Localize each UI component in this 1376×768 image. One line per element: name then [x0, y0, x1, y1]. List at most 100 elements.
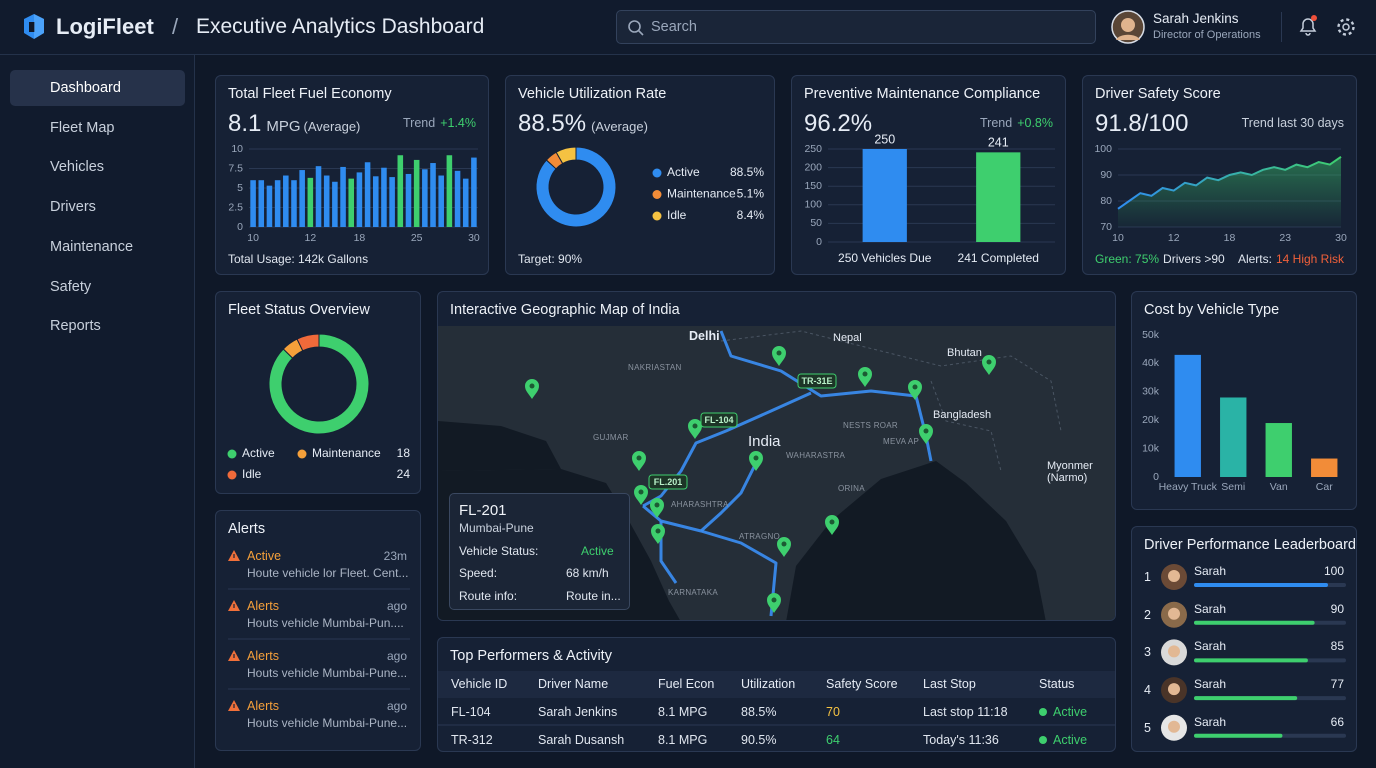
score: 90 [1330, 601, 1344, 616]
y-tick-label: 10k [1142, 442, 1160, 454]
kpi: 8.1 MPG (Average) [228, 110, 360, 138]
nav-item[interactable]: Reports [10, 308, 185, 344]
nav-item[interactable]: Maintenance [10, 229, 185, 265]
map-pin[interactable] [908, 380, 922, 400]
score-bar [1194, 583, 1328, 587]
card-menu[interactable] [748, 86, 764, 104]
bar [291, 180, 297, 227]
card-menu[interactable] [394, 302, 410, 320]
route-tag: FL-104 [704, 415, 733, 425]
table-cell: 70 [826, 705, 840, 719]
legend-value: 18 [397, 446, 411, 460]
notifications-icon[interactable] [1297, 15, 1319, 37]
legend-swatch [652, 211, 662, 221]
card-menu[interactable] [1089, 302, 1105, 320]
card-menu[interactable] [1330, 302, 1346, 320]
nav-label: Vehicles [50, 159, 105, 176]
card-menu[interactable] [462, 86, 478, 104]
card-title: Total Fleet Fuel Economy [228, 86, 392, 102]
pin-dot [862, 371, 868, 377]
footer-alerts: Alerts: [1237, 252, 1272, 266]
nav-label: Dashboard [50, 80, 121, 96]
bar [283, 175, 289, 227]
y-tick-label: 10 [231, 143, 243, 155]
map-popup[interactable]: FL-201 Mumbai-Pune Vehicle Status: Active Sp… [449, 493, 630, 610]
popup-label: Route info: [459, 589, 518, 603]
card-menu[interactable] [1330, 86, 1346, 104]
y-tick-label: 90 [1100, 169, 1112, 181]
region-label: WAHARASTRA [786, 451, 846, 460]
card-title: Alerts [228, 521, 266, 537]
legend-swatch [297, 449, 307, 459]
y-tick-label: 70 [1100, 221, 1112, 233]
leaderboard-card: Driver Performance Leaderboard 1 Sarah 100 2… [1131, 526, 1357, 752]
map-pin[interactable] [749, 451, 763, 471]
legend-label: Idle [667, 208, 687, 222]
pin-dot [753, 455, 759, 461]
nav-item[interactable]: Dashboard [10, 70, 185, 106]
nav-item[interactable]: Safety [10, 269, 185, 305]
donut-segment [535, 146, 617, 228]
card-menu[interactable] [1089, 648, 1105, 666]
legend-label: Active [667, 165, 700, 179]
footer: Total Usage: 142k Gallons [228, 252, 369, 266]
popup-value: Active [581, 544, 614, 558]
pin-dot [529, 383, 535, 389]
sea [438, 421, 561, 471]
map-pin[interactable] [825, 515, 839, 535]
pin-dot [771, 597, 777, 603]
popup-label: Vehicle Status: [459, 544, 539, 558]
legend-value: 5.1% [737, 187, 765, 201]
alert-time: 23m [383, 549, 407, 563]
trend: Trend +0.8% [980, 116, 1053, 130]
kpi-note: (Average) [591, 119, 648, 134]
card-title: Cost by Vehicle Type [1144, 302, 1280, 318]
region-label: NAKRIASTAN [628, 363, 682, 372]
map-pin[interactable] [919, 424, 933, 444]
card-menu[interactable] [394, 521, 410, 539]
bar [258, 180, 265, 227]
fleet-status-card: Active Maintenance Idle 18 24 Fleet Status Ov… [215, 291, 421, 494]
map-pin[interactable] [651, 524, 665, 544]
map-pin[interactable] [858, 367, 872, 387]
map-pin[interactable] [688, 419, 702, 439]
fuel-card: 0 2.5 5 7.5 10 10 12 18 25 30 Total Fleet Fuel Eco… [215, 75, 489, 275]
column-header: Vehicle ID [451, 677, 508, 691]
y-tick-label: 2.5 [228, 201, 243, 213]
region-label: KARNATAKA [668, 588, 718, 597]
warning-mark [233, 654, 235, 658]
bar [405, 173, 412, 227]
search-box[interactable]: Search [616, 10, 1096, 44]
nav-item[interactable]: Fleet Map [10, 110, 185, 146]
map-pin[interactable] [982, 355, 996, 375]
pin-dot [912, 384, 918, 390]
user-avatar[interactable] [1111, 10, 1145, 44]
column-header: Fuel Econ [658, 677, 715, 691]
fuel-chart: 0 2.5 5 7.5 10 10 12 18 25 30 [228, 143, 480, 244]
popup-route: Mumbai-Pune [459, 521, 534, 535]
driver-name: Sarah [1194, 564, 1227, 578]
bar [356, 172, 363, 227]
x-tick-label: Heavy Truck [1159, 481, 1218, 493]
nav-item[interactable]: Vehicles [10, 149, 185, 185]
y-tick-label: 0 [1153, 471, 1159, 483]
alert-text: Houts vehicle Mumbai-Pun.... [247, 616, 404, 630]
table-card: Top Performers & Activity Vehicle ID Drive… [437, 637, 1116, 752]
card-menu[interactable] [1039, 86, 1055, 104]
maintenance-card: 0 50 100 150 200 250 250 Vehicles Due 250 241 Co… [791, 75, 1066, 275]
settings-icon[interactable] [1335, 16, 1357, 38]
table-cell: Active [1053, 705, 1088, 719]
map-pin[interactable] [525, 379, 539, 399]
map-pin[interactable] [777, 537, 791, 557]
y-tick-label: 40k [1142, 357, 1160, 369]
bar [413, 159, 420, 227]
map-pin[interactable] [767, 593, 781, 613]
nav-item[interactable]: Drivers [10, 189, 185, 225]
status-dot [1039, 736, 1047, 744]
map-pin[interactable] [634, 485, 648, 505]
legend-label: Maintenance [312, 446, 381, 460]
alert-label: Alerts [247, 699, 279, 713]
map-pin[interactable] [772, 346, 786, 366]
map-pin[interactable] [650, 498, 664, 518]
map-pin[interactable] [632, 451, 646, 471]
